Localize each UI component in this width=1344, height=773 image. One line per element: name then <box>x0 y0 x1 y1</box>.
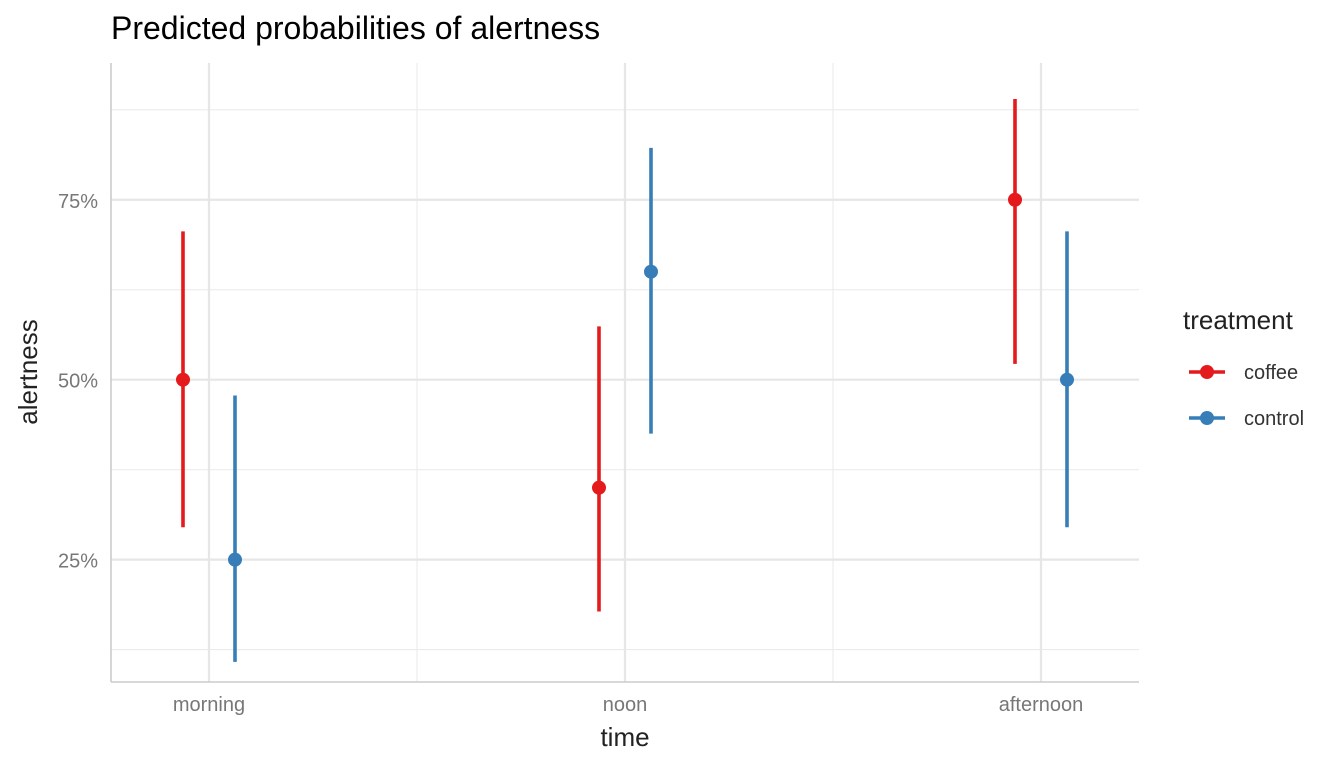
point-control <box>1060 372 1074 387</box>
point-coffee <box>592 480 606 495</box>
x-tick-label: afternoon <box>999 694 1084 716</box>
x-axis-label: time <box>600 722 649 752</box>
data-marks <box>176 98 1074 662</box>
chart-title: Predicted probabilities of alertness <box>111 10 600 46</box>
x-tick-label: noon <box>603 694 648 716</box>
point-control <box>644 264 658 279</box>
x-tick-label: morning <box>173 694 245 716</box>
legend-items: coffee control <box>1189 362 1304 430</box>
y-tick-label: 75% <box>58 191 98 213</box>
point-coffee <box>176 372 190 387</box>
legend-title: treatment <box>1183 305 1294 335</box>
legend-label-coffee: coffee <box>1244 362 1298 384</box>
point-control <box>228 552 242 567</box>
legend-key-point-coffee <box>1200 365 1214 379</box>
y-axis-label: alertness <box>13 319 43 425</box>
x-tick-labels: morning noon afternoon <box>173 694 1083 716</box>
point-coffee <box>1008 192 1022 207</box>
major-gridlines <box>111 63 1139 682</box>
legend-key-point-control <box>1200 411 1214 425</box>
y-tick-label: 25% <box>58 551 98 573</box>
y-tick-label: 50% <box>58 371 98 393</box>
y-tick-labels: 25% 50% 75% <box>58 191 98 573</box>
legend: treatment coffee control <box>1183 305 1304 430</box>
legend-label-control: control <box>1244 408 1304 430</box>
